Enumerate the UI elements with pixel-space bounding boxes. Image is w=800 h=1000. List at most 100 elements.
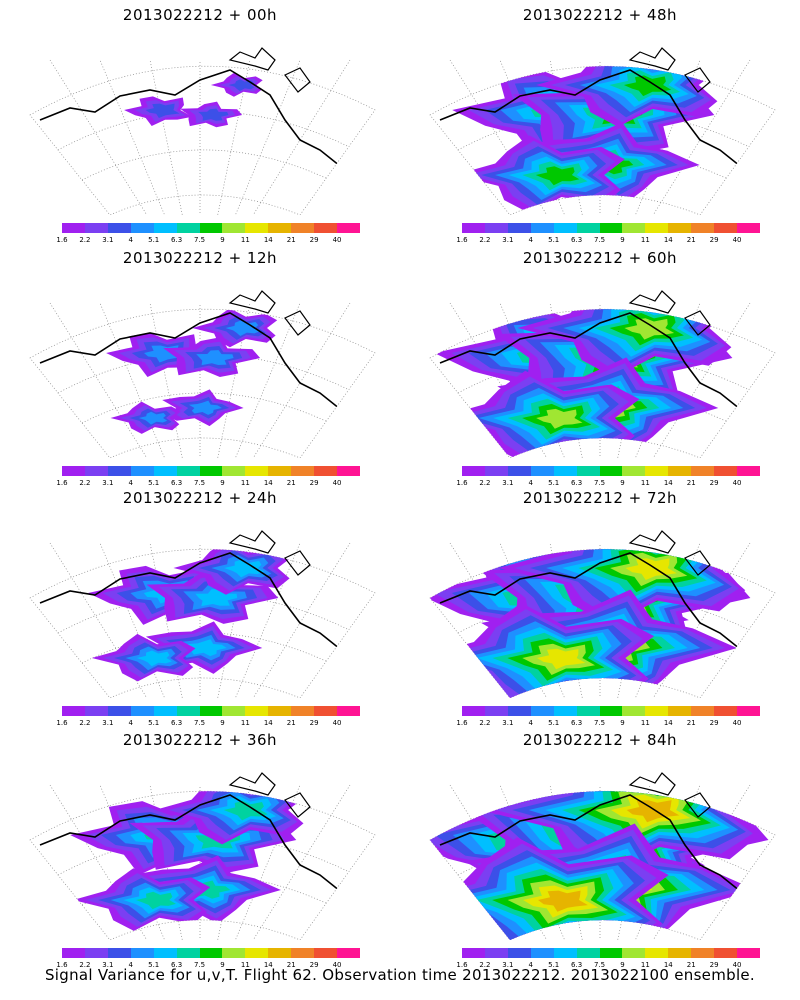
colorbar-swatch <box>176 466 200 476</box>
colorbar-swatch <box>62 948 85 958</box>
colorbar-label: 21 <box>286 479 296 487</box>
colorbar-label: 6.3 <box>571 719 583 727</box>
panel-title: 2013022212 + 60h <box>522 249 678 267</box>
colorbar-label: 14 <box>663 236 673 244</box>
colorbar-label: 1.6 <box>56 719 68 727</box>
map-panel: 2013022212 + 24h 1.6 2.2 3.1 4 5.1 6.3 7.5 9 11 14… <box>0 483 400 727</box>
colorbar-swatch <box>268 466 292 476</box>
colorbar-swatch <box>645 466 669 476</box>
coastline <box>439 552 761 664</box>
colorbar-swatch <box>622 223 646 233</box>
colorbar-swatch <box>668 223 692 233</box>
colorbar-label: 2.2 <box>479 719 491 727</box>
colorbar-swatch <box>462 948 485 958</box>
signal-field <box>430 549 751 698</box>
colorbar-swatch <box>84 948 108 958</box>
coastline <box>39 794 361 906</box>
panel-title: 2013022212 + 24h <box>122 489 278 507</box>
signal-field <box>452 66 721 214</box>
colorbar-swatch <box>245 948 269 958</box>
colorbar-label: 29 <box>709 961 719 969</box>
colorbar-label: 29 <box>309 479 319 487</box>
colorbar-label: 11 <box>640 961 650 969</box>
colorbar-label: 2.2 <box>79 236 91 244</box>
colorbar-swatch <box>130 466 154 476</box>
colorbar-labels: 1.6 2.2 3.1 4 5.1 6.3 7.5 9 11 14 21 29 40 <box>456 479 766 489</box>
colorbar-swatch <box>222 466 246 476</box>
colorbar-swatch <box>176 706 200 716</box>
colorbar-swatch <box>691 706 715 716</box>
coastline-islands <box>628 772 711 818</box>
colorbar-label: 3.1 <box>502 719 514 727</box>
map-panel: 2013022212 + 00h 1.6 2.2 3.1 4 5.1 6.3 7.5 9 11 14… <box>0 0 400 244</box>
colorbar-swatch <box>576 466 600 476</box>
colorbar-swatch <box>714 466 738 476</box>
colorbar-label: 14 <box>663 961 673 969</box>
colorbar-swatch <box>668 706 692 716</box>
coastline-islands <box>628 530 711 576</box>
colorbar-swatch <box>507 466 531 476</box>
coastline-islands <box>228 772 311 818</box>
colorbar-label: 1.6 <box>456 236 468 244</box>
colorbar-label: 7.5 <box>593 961 606 969</box>
colorbar-label: 4 <box>528 961 533 969</box>
colorbar-label: 2.2 <box>479 479 491 487</box>
colorbar-label: 21 <box>686 236 696 244</box>
colorbar-swatch <box>645 948 669 958</box>
colorbar-swatch <box>599 706 623 716</box>
colorbar-swatch <box>199 223 223 233</box>
colorbar-swatch <box>714 223 738 233</box>
coastline-islands <box>228 290 311 336</box>
colorbar-label: 6.3 <box>171 236 183 244</box>
colorbar <box>62 223 360 233</box>
colorbar-swatch <box>462 466 485 476</box>
colorbar-swatch <box>84 223 108 233</box>
colorbar-label: 5.1 <box>548 719 560 727</box>
colorbar-label: 21 <box>686 719 696 727</box>
colorbar <box>462 706 760 716</box>
colorbar-swatch <box>84 466 108 476</box>
graticule <box>29 59 376 215</box>
colorbar-label: 7.5 <box>193 961 206 969</box>
coastline <box>439 69 761 181</box>
colorbar-label: 40 <box>732 236 742 244</box>
colorbar-label: 40 <box>732 719 742 727</box>
map-plot <box>429 290 776 458</box>
colorbar-swatch <box>645 223 669 233</box>
colorbar-label: 3.1 <box>502 961 514 969</box>
colorbar-label: 7.5 <box>193 479 206 487</box>
colorbar-swatch <box>245 466 269 476</box>
colorbar-swatch <box>337 466 360 476</box>
colorbar-swatch <box>337 706 360 716</box>
colorbar-label: 6.3 <box>171 961 183 969</box>
colorbar-labels: 1.6 2.2 3.1 4 5.1 6.3 7.5 9 11 14 21 29 40 <box>56 961 366 971</box>
colorbar-label: 5.1 <box>148 961 160 969</box>
colorbar-label: 3.1 <box>102 479 114 487</box>
map-plot <box>29 530 376 698</box>
colorbar-label: 6.3 <box>571 479 583 487</box>
colorbar-swatch <box>199 466 223 476</box>
colorbar-label: 1.6 <box>56 236 68 244</box>
colorbar-label: 29 <box>309 719 319 727</box>
colorbar-label: 6.3 <box>571 236 583 244</box>
signal-field <box>88 549 292 682</box>
colorbar-label: 21 <box>686 479 696 487</box>
colorbar-label: 29 <box>709 719 719 727</box>
colorbar-swatch <box>622 706 646 716</box>
colorbar-swatch <box>553 466 577 476</box>
colorbar-swatch <box>62 223 85 233</box>
colorbar-label: 14 <box>263 719 273 727</box>
colorbar-swatch <box>462 706 485 716</box>
colorbar-label: 4 <box>128 236 133 244</box>
colorbar-swatch <box>599 223 623 233</box>
coastline-islands <box>628 290 711 336</box>
colorbar-swatch <box>130 223 154 233</box>
colorbar-label: 9 <box>220 719 225 727</box>
colorbar-swatch <box>153 466 177 476</box>
colorbar-label: 5.1 <box>148 719 160 727</box>
signal-field <box>106 309 278 434</box>
colorbar-label: 11 <box>640 719 650 727</box>
colorbar-swatch <box>314 706 338 716</box>
colorbar-label: 3.1 <box>502 479 514 487</box>
colorbar-label: 9 <box>620 961 625 969</box>
